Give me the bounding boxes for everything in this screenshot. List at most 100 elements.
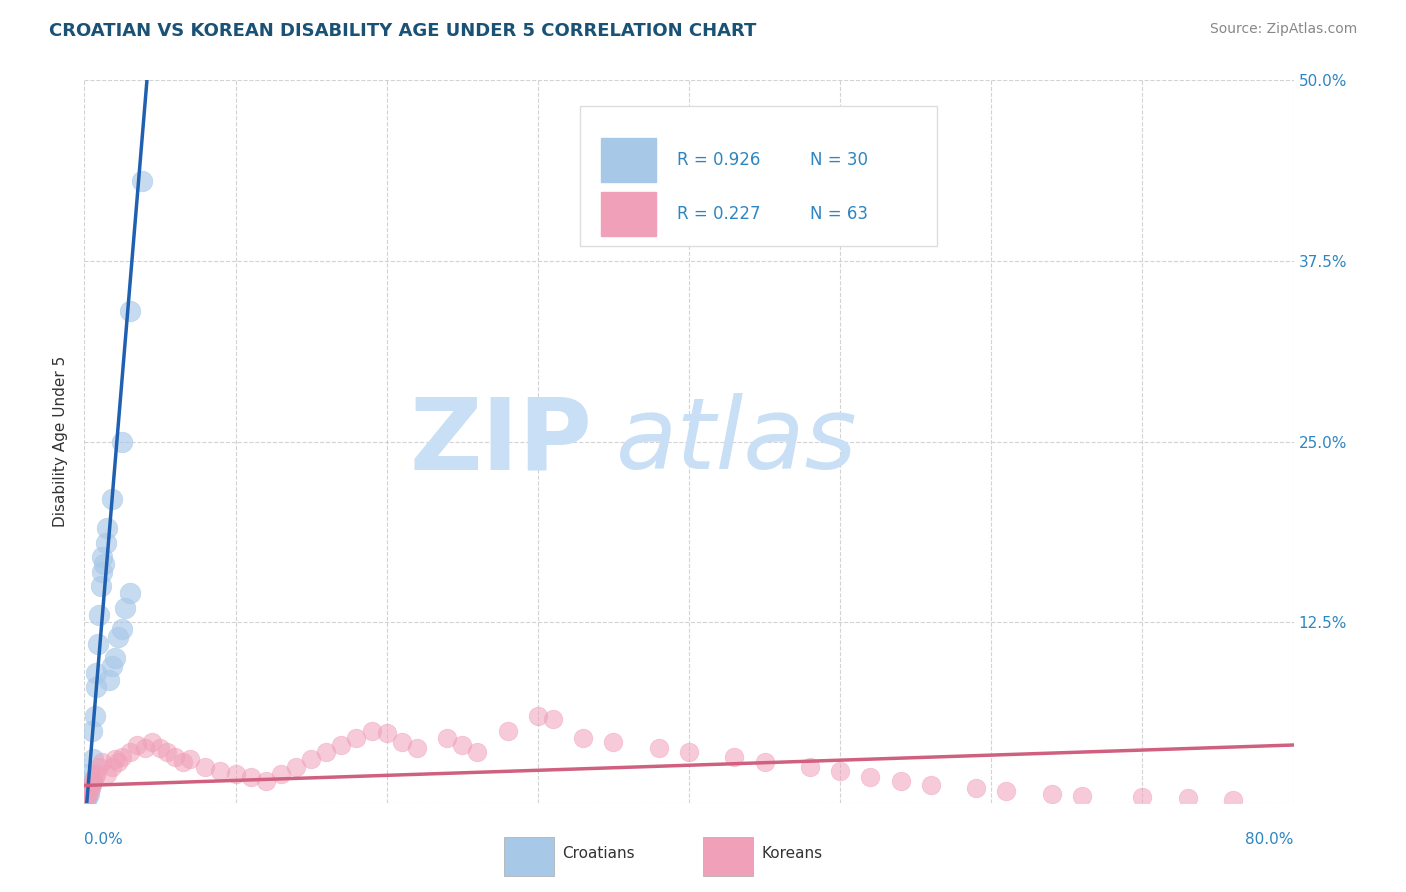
Point <box>330 738 353 752</box>
Point <box>602 735 624 749</box>
Point <box>141 735 163 749</box>
Point <box>100 492 122 507</box>
Point <box>648 740 671 755</box>
FancyBboxPatch shape <box>581 105 936 246</box>
Point <box>77 786 100 800</box>
Point <box>406 740 429 755</box>
Point <box>89 760 111 774</box>
Text: atlas: atlas <box>616 393 858 490</box>
Point <box>209 764 232 778</box>
Point <box>127 738 149 752</box>
Point <box>80 723 103 738</box>
Y-axis label: Disability Age Under 5: Disability Age Under 5 <box>52 356 67 527</box>
Point <box>149 740 172 755</box>
Point <box>299 752 322 766</box>
Point <box>799 760 821 774</box>
Text: Source: ZipAtlas.com: Source: ZipAtlas.com <box>1209 22 1357 37</box>
Point <box>270 767 292 781</box>
Point <box>100 760 122 774</box>
Point <box>360 723 382 738</box>
Point <box>179 752 201 766</box>
Point <box>920 779 942 793</box>
Point <box>84 770 107 784</box>
Point <box>678 745 700 759</box>
Point <box>859 770 882 784</box>
Point <box>86 680 108 694</box>
Text: ZIP: ZIP <box>409 393 592 490</box>
Point <box>131 174 153 188</box>
Point <box>134 740 156 755</box>
Point <box>436 731 458 745</box>
Point <box>118 304 141 318</box>
Point <box>754 756 776 770</box>
Point <box>254 774 277 789</box>
Point <box>467 745 489 759</box>
Point <box>82 752 104 766</box>
Point <box>315 745 337 759</box>
Point <box>1040 787 1063 801</box>
Point <box>375 726 398 740</box>
Point <box>1071 789 1094 803</box>
Point <box>111 749 134 764</box>
Point <box>572 731 595 745</box>
Text: R = 0.926: R = 0.926 <box>676 151 761 169</box>
Point <box>1130 790 1153 805</box>
Point <box>104 752 127 766</box>
Point <box>91 756 114 770</box>
Point <box>830 764 852 778</box>
Point <box>76 789 98 803</box>
Point <box>104 651 127 665</box>
Point <box>194 760 217 774</box>
Point <box>96 521 118 535</box>
Point <box>723 749 745 764</box>
Point <box>96 767 118 781</box>
Point <box>890 774 912 789</box>
Point <box>80 779 103 793</box>
Text: Koreans: Koreans <box>762 846 823 861</box>
Text: 80.0%: 80.0% <box>1246 831 1294 847</box>
Point <box>75 791 97 805</box>
Point <box>111 434 134 449</box>
Point <box>76 790 98 805</box>
Point <box>225 767 247 781</box>
Point <box>118 745 141 759</box>
Point <box>1222 793 1244 807</box>
Point <box>107 630 129 644</box>
Point <box>346 731 368 745</box>
Point <box>451 738 474 752</box>
Point <box>156 745 179 759</box>
Point <box>496 723 519 738</box>
Point <box>79 781 101 796</box>
Text: 0.0%: 0.0% <box>84 831 124 847</box>
Point <box>527 709 550 723</box>
Text: N = 30: N = 30 <box>810 151 868 169</box>
Text: CROATIAN VS KOREAN DISABILITY AGE UNDER 5 CORRELATION CHART: CROATIAN VS KOREAN DISABILITY AGE UNDER … <box>49 22 756 40</box>
Point <box>97 673 120 687</box>
FancyBboxPatch shape <box>600 192 657 236</box>
Point <box>93 558 115 572</box>
Text: R = 0.227: R = 0.227 <box>676 205 761 223</box>
Point <box>107 756 129 770</box>
Point <box>82 774 104 789</box>
FancyBboxPatch shape <box>600 137 657 182</box>
Point <box>94 535 117 549</box>
Point <box>995 784 1018 798</box>
Point <box>77 767 100 781</box>
Point <box>1177 791 1199 805</box>
Point <box>80 774 103 789</box>
Point <box>114 600 136 615</box>
Point <box>965 781 987 796</box>
Point <box>75 793 97 807</box>
Point <box>86 665 108 680</box>
Point <box>541 712 564 726</box>
Point <box>89 607 111 622</box>
Point <box>100 658 122 673</box>
Point <box>391 735 413 749</box>
Point <box>79 781 101 796</box>
Point <box>84 709 107 723</box>
Point <box>90 579 112 593</box>
Point <box>118 586 141 600</box>
Point <box>86 767 108 781</box>
FancyBboxPatch shape <box>703 837 754 876</box>
FancyBboxPatch shape <box>503 837 554 876</box>
